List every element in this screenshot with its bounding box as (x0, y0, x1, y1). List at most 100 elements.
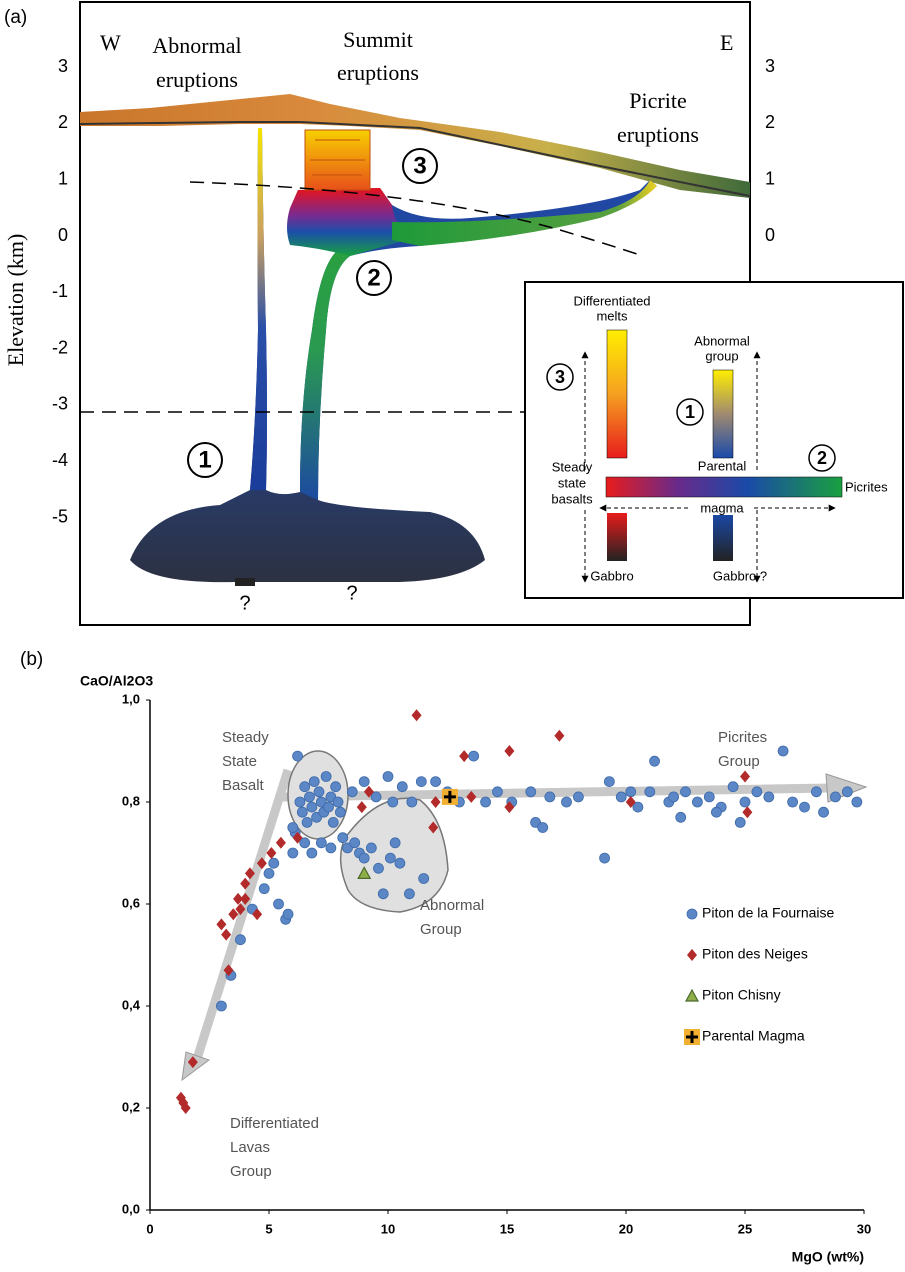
point (356, 801, 367, 814)
x-tick-label: 5 (265, 1221, 272, 1236)
point (292, 750, 303, 762)
point (492, 786, 503, 798)
color-bar (606, 329, 628, 459)
annotation: Summit (343, 27, 413, 52)
inset-label: Gabbro (590, 568, 633, 583)
point (365, 842, 377, 854)
point (777, 745, 789, 757)
point (561, 796, 572, 808)
point (268, 857, 280, 869)
point (504, 801, 515, 814)
feeder-conduit (300, 250, 350, 500)
annotation: Lavas (230, 1139, 270, 1156)
point (299, 781, 311, 793)
annotation: Group (230, 1163, 272, 1180)
point (377, 888, 389, 900)
x-tick-label: 15 (500, 1221, 514, 1236)
point (703, 791, 715, 803)
y-tick-label: -2 (52, 337, 68, 357)
topography (80, 94, 750, 198)
point (396, 781, 408, 793)
point (282, 908, 294, 920)
color-bar (713, 513, 733, 561)
y-tick-label: 2 (58, 112, 68, 132)
point (304, 791, 315, 803)
point (544, 791, 556, 803)
point (787, 796, 798, 808)
point (187, 1056, 198, 1069)
point (675, 811, 687, 823)
point (680, 786, 691, 798)
y-tick-label: 1,0 (122, 691, 140, 706)
point (668, 791, 679, 803)
unknown-mark: ? (346, 582, 357, 604)
ground-line (79, 121, 751, 197)
panel-label: (a) (4, 7, 27, 28)
color-bar (607, 513, 627, 561)
point (235, 903, 246, 916)
point (537, 822, 549, 833)
point (240, 877, 251, 890)
point (466, 790, 477, 803)
annotation: Basalt (222, 777, 265, 794)
circled-marker: 3 (402, 148, 438, 184)
inset-label: Parental (698, 458, 747, 473)
unknown-mark: ? (239, 592, 250, 614)
point (740, 770, 750, 783)
point (384, 852, 396, 864)
point (299, 837, 311, 849)
y2-tick-label: 1 (765, 168, 775, 188)
circled-marker: 3 (546, 363, 574, 391)
point (599, 852, 610, 864)
point (216, 918, 227, 931)
point (811, 786, 822, 798)
point (411, 709, 422, 722)
point (287, 822, 299, 833)
marker-label: 3 (555, 367, 565, 387)
point (830, 791, 841, 803)
point (240, 892, 251, 905)
plot-area: 0,0 0,2 0,4 0,6 0,8 1,0 0 5 10 15 20 25 30 Piton de l… (122, 691, 871, 1236)
inset-label: state (558, 475, 586, 490)
point (763, 791, 775, 803)
x-tick-label: 20 (619, 1221, 633, 1236)
point (389, 837, 401, 849)
x-axis-label: MgO (wt%) (792, 1249, 864, 1265)
color-bar (605, 476, 843, 498)
point (625, 796, 636, 808)
point (625, 786, 637, 798)
point (266, 847, 277, 859)
point (430, 776, 442, 787)
panel-label: (b) (20, 649, 43, 670)
point (313, 786, 325, 798)
legend-symbol (684, 1029, 700, 1045)
inset-label: Gabbro ? (713, 568, 767, 583)
y2-tick-label: 2 (765, 112, 775, 132)
point (644, 786, 656, 798)
lateral-sill (392, 180, 657, 246)
point (404, 888, 415, 900)
legend-symbol (687, 949, 697, 961)
point (315, 837, 327, 849)
legend-entry: Piton de la Fournaise (686, 905, 835, 921)
point (346, 786, 358, 798)
trend-arrow-head (181, 1051, 211, 1082)
point (554, 729, 565, 742)
point (252, 908, 263, 921)
point (727, 781, 739, 793)
point (387, 796, 399, 808)
point (818, 806, 829, 818)
circled-marker: 2 (356, 260, 392, 296)
legend-entry: Parental Magma (684, 1028, 805, 1045)
x-tick-label: 30 (857, 1221, 871, 1236)
label-bg (690, 502, 754, 515)
point (337, 832, 349, 844)
inset-label: Abnormal (694, 333, 750, 348)
point (742, 806, 753, 819)
point (275, 836, 286, 849)
summit-dykes (304, 129, 371, 191)
marker-label: 1 (685, 402, 695, 422)
point (441, 788, 458, 805)
trend-arrow (191, 768, 293, 1064)
